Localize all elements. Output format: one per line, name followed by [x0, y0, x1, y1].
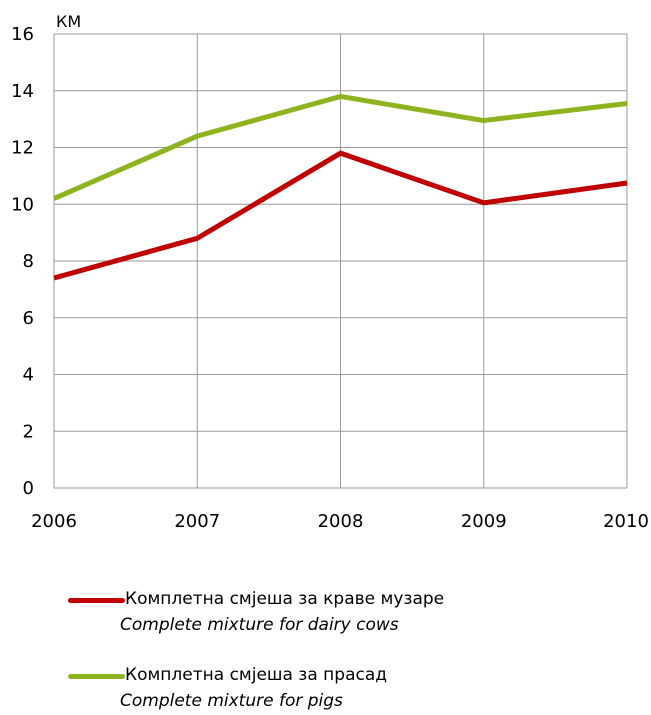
legend-label-dairy-cows: Комплетна смјеша за краве музаре — [125, 589, 445, 609]
x-tick-label-2007: 2007 — [174, 511, 220, 532]
gridlines — [53, 33, 628, 489]
y-tick-label-8: 8 — [23, 251, 34, 272]
legend-label-dairy-cows-en: Complete mixture for dairy cows — [120, 615, 399, 635]
y-tick-label-0: 0 — [23, 478, 34, 499]
legend-label-pigs-en: Complete mixture for pigs — [120, 691, 343, 711]
x-tick-label-2006: 2006 — [31, 511, 77, 532]
legend-label-pigs: Комплетна смјеша за прасад — [125, 665, 388, 685]
line-chart: 0 2 4 6 8 10 12 14 16 2006 2007 2008 2009 2010 КМ — [11, 12, 649, 532]
x-tick-label-2009: 2009 — [461, 511, 507, 532]
y-tick-label-16: 16 — [11, 24, 34, 45]
y-tick-label-12: 12 — [11, 138, 34, 159]
y-tick-label-4: 4 — [23, 365, 34, 386]
series-lines — [53, 93, 628, 281]
y-tick-label-14: 14 — [11, 81, 34, 102]
x-tick-label-2010: 2010 — [603, 511, 649, 532]
legend-swatch-pigs — [68, 674, 125, 679]
series-line-1 — [53, 93, 628, 201]
y-tick-label-2: 2 — [23, 421, 34, 442]
y-axis-unit-label: КМ — [56, 12, 81, 31]
y-tick-label-6: 6 — [23, 308, 34, 329]
x-tick-label-2008: 2008 — [318, 511, 364, 532]
legend-swatch-dairy-cows — [68, 598, 125, 603]
y-axis-tick-labels: 0 2 4 6 8 10 12 14 16 — [11, 24, 34, 499]
series-line-0 — [53, 150, 628, 281]
y-tick-label-10: 10 — [11, 194, 34, 215]
x-axis-tick-labels: 2006 2007 2008 2009 2010 — [31, 511, 649, 532]
